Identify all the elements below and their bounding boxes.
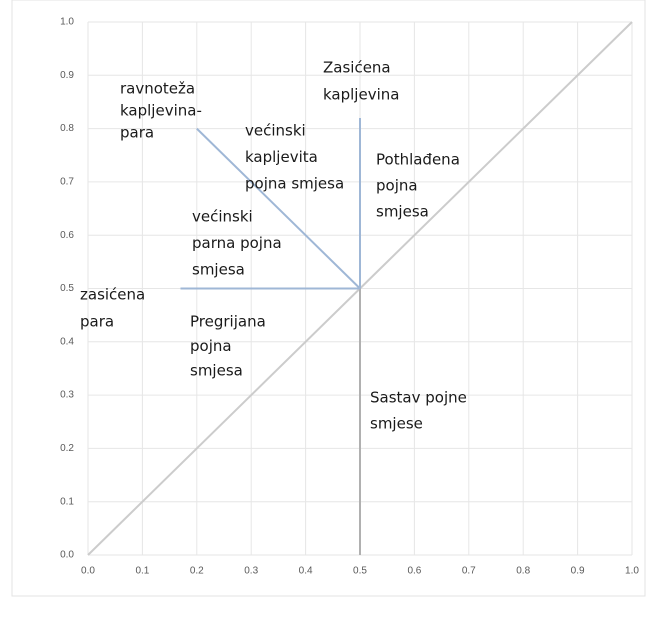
annotation: kapljevina- [120, 102, 202, 120]
annotation: Pothlađena [376, 151, 460, 169]
y-tick-label: 0.2 [60, 443, 74, 454]
x-tick-label: 0.9 [571, 566, 585, 577]
annotation: smjesa [376, 203, 429, 221]
annotation: smjese [370, 415, 423, 433]
annotation: smjesa [190, 362, 243, 380]
x-tick-label: 0.7 [462, 566, 476, 577]
x-tick-label: 0.6 [407, 566, 421, 577]
x-tick-label: 0.2 [190, 566, 204, 577]
x-tick-label: 0.3 [244, 566, 258, 577]
y-tick-label: 0.9 [60, 70, 74, 81]
annotation: para [80, 313, 114, 331]
annotation: Pregrijana [190, 313, 266, 331]
annotation: pojna smjesa [245, 175, 344, 193]
chart-frame [11, 0, 646, 597]
y-tick-label: 0.1 [60, 496, 74, 507]
annotation: pojna [190, 337, 232, 355]
annotation: kapljevina [323, 86, 399, 104]
y-tick-label: 0.5 [60, 283, 74, 294]
annotation: većinski [245, 122, 306, 140]
x-tick-label: 0.1 [135, 566, 149, 577]
y-tick-label: 0.4 [60, 336, 74, 347]
line [196, 127, 361, 290]
annotation: zasićena [80, 286, 145, 304]
annotation: pojna [376, 177, 418, 195]
annotation: smjesa [192, 261, 245, 279]
annotation: većinski [192, 208, 253, 226]
annotation: kapljevita [245, 148, 318, 166]
x-tick-label: 1.0 [625, 566, 639, 577]
y-tick-label: 0.3 [60, 390, 74, 401]
x-tick-label: 0.0 [81, 566, 95, 577]
x-tick-label: 0.5 [353, 566, 367, 577]
y-tick-label: 0.0 [60, 550, 74, 561]
annotation: parna pojna [192, 234, 282, 252]
x-tick-label: 0.4 [299, 566, 313, 577]
annotation: Zasićena [323, 59, 391, 77]
y-tick-label: 0.6 [60, 230, 74, 241]
y-tick-label: 1.0 [60, 17, 74, 28]
y-tick-label: 0.7 [60, 177, 74, 188]
annotation: ravnoteža [120, 80, 195, 98]
annotation: Sastav pojne [370, 389, 467, 407]
x-tick-label: 0.8 [516, 566, 530, 577]
annotation: para [120, 124, 154, 142]
y-tick-label: 0.8 [60, 123, 74, 134]
